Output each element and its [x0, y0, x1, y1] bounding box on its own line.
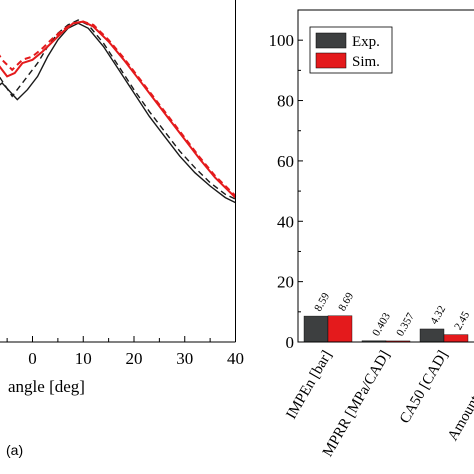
legend-swatch-exp [315, 32, 347, 49]
bar-0-2 [419, 328, 445, 343]
x-tick-label-0: 0 [28, 349, 37, 368]
y-axis-ticks: 0 20 40 60 80 100 [269, 31, 303, 352]
y-tick-label-80: 80 [277, 92, 294, 111]
category-label-3: Amount of fuel [ [445, 348, 474, 444]
bar-value-label-0-0: 8.59 [312, 290, 332, 313]
bar-value-label-0-2: 4.32 [428, 304, 448, 327]
series-line-0 [0, 22, 236, 204]
legend-label-exp: Exp. [352, 34, 380, 50]
x-tick-label-40: 40 [227, 349, 244, 368]
y-tick-label-20: 20 [277, 273, 294, 292]
category-label-0: IMPEn [bar] [283, 348, 335, 422]
y-tick-label-60: 60 [277, 152, 294, 171]
bar-value-label-1-2: 2.45 [452, 309, 472, 332]
series-line-1 [0, 19, 236, 200]
y-tick-label-0: 0 [286, 333, 295, 352]
x-axis-ticks: 0 10 20 30 40 [6, 336, 244, 368]
panel-label: (a) [6, 442, 23, 458]
category-labels: IMPEn [bar]MPRR [MPa/CAD] CA50 [CAD]Amoun… [283, 348, 474, 460]
category-label-1: MPRR [MPa/CAD] [320, 348, 394, 460]
series-line-3 [0, 20, 237, 197]
x-tick-label-30: 30 [176, 349, 193, 368]
legend-label-sim: Sim. [352, 54, 380, 70]
line-chart: 0 10 20 30 40 angle [deg] [0, 0, 244, 396]
bar-1-2 [443, 334, 469, 343]
bar-chart: 8.59 8.690.403 0.357 4.32 2.45 020406080100 … [269, 9, 474, 460]
bars: 8.59 8.69 0.403 0.357 4.32 2.45 [303, 290, 472, 343]
bar-1-0 [327, 315, 353, 343]
x-tick-label-20: 20 [126, 349, 143, 368]
legend-swatch-sim [315, 52, 347, 69]
y-tick-label-40: 40 [277, 212, 294, 231]
x-axis-title: angle [deg] [8, 377, 85, 396]
bar-0-0 [303, 315, 329, 343]
series-line-2 [0, 20, 237, 199]
y-tick-label-100: 100 [269, 31, 295, 50]
plot-frame [297, 9, 474, 343]
category-label-2: CA50 [CAD] [397, 348, 451, 426]
legend: Exp. Sim. [309, 26, 393, 74]
bar-value-label-1-0: 8.69 [336, 290, 356, 313]
x-tick-label-10: 10 [75, 349, 92, 368]
bar-value-label-1-1: 0.357 [394, 311, 417, 339]
bar-value-label-0-1: 0.403 [370, 310, 393, 338]
series-lines [0, 19, 237, 204]
